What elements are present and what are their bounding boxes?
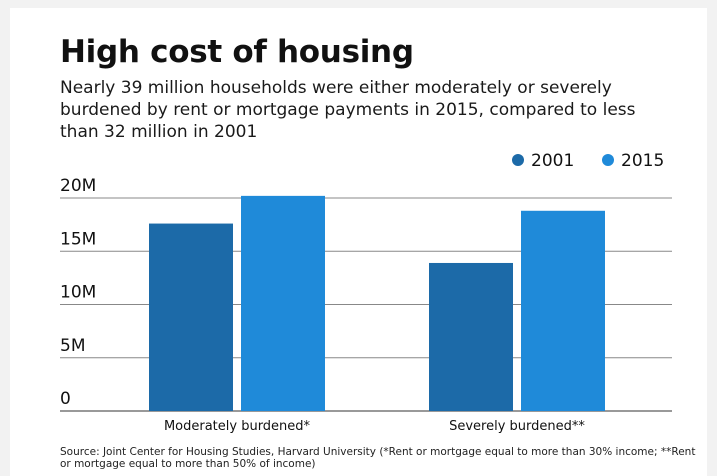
chart-subtitle: Nearly 39 million households were either… bbox=[60, 78, 636, 142]
y-tick-label: 10M bbox=[60, 283, 96, 303]
x-tick-label: Moderately burdened* bbox=[164, 419, 311, 434]
y-tick-label: 20M bbox=[60, 176, 96, 196]
bar-2015-0 bbox=[241, 195, 325, 411]
source-note: Source: Joint Center for Housing Studies… bbox=[60, 446, 696, 470]
legend-label-2015: 2015 bbox=[621, 151, 664, 171]
y-tick-label: 0 bbox=[60, 389, 71, 409]
chart-title: High cost of housing bbox=[60, 34, 414, 70]
legend-marker-2001 bbox=[512, 154, 524, 166]
legend-marker-2015 bbox=[602, 154, 614, 166]
bar-2015-1 bbox=[521, 210, 605, 411]
y-tick-label: 15M bbox=[60, 229, 96, 249]
y-tick-label: 5M bbox=[60, 336, 85, 356]
legend-label-2001: 2001 bbox=[531, 151, 574, 171]
bar-2001-1 bbox=[429, 262, 513, 411]
bar-2001-0 bbox=[149, 223, 233, 411]
x-tick-label: Severely burdened** bbox=[449, 419, 585, 434]
